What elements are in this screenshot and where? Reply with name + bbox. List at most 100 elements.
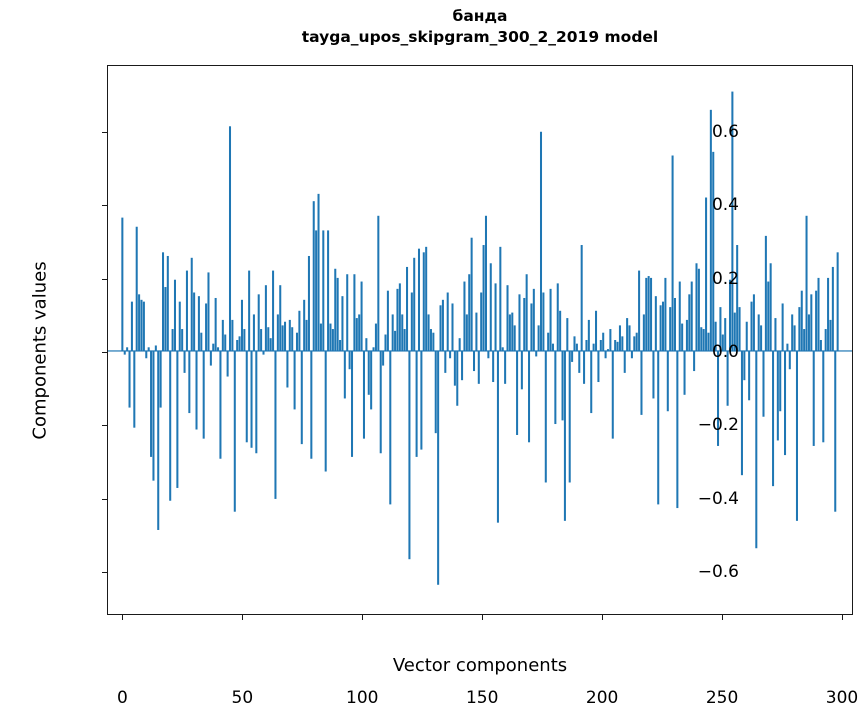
bar xyxy=(334,268,337,351)
bar xyxy=(681,323,684,351)
bar xyxy=(183,350,186,373)
bar xyxy=(429,329,432,351)
bar xyxy=(441,299,444,351)
bar xyxy=(508,314,511,351)
bar xyxy=(260,329,263,351)
bar xyxy=(451,303,454,351)
bar xyxy=(635,332,638,351)
bar xyxy=(236,340,239,351)
bar xyxy=(757,314,760,351)
bar xyxy=(231,319,234,351)
bar xyxy=(358,314,361,351)
bar xyxy=(291,327,294,351)
bar xyxy=(731,91,734,351)
bar xyxy=(233,350,236,512)
bar xyxy=(516,350,519,435)
bar xyxy=(298,310,301,351)
bar xyxy=(264,285,267,351)
bar xyxy=(717,350,720,446)
bar xyxy=(255,350,258,454)
bar xyxy=(544,350,547,483)
bar xyxy=(145,350,148,359)
bar xyxy=(420,350,423,450)
bar xyxy=(219,350,222,459)
bar xyxy=(800,290,803,351)
bar xyxy=(200,332,203,351)
bar xyxy=(336,277,339,351)
bar xyxy=(496,350,499,523)
bar-series xyxy=(108,91,852,585)
chart-title-word: банда xyxy=(452,7,508,25)
bar xyxy=(384,334,387,351)
bar xyxy=(831,266,834,351)
bar xyxy=(365,338,368,351)
bar xyxy=(518,294,521,351)
bar xyxy=(697,268,700,351)
bar xyxy=(733,312,736,351)
bar xyxy=(583,350,586,384)
bar xyxy=(791,314,794,351)
bar xyxy=(784,350,787,456)
bar xyxy=(798,307,801,351)
bar xyxy=(499,246,502,351)
bar xyxy=(374,323,377,351)
bar xyxy=(638,270,641,351)
bar xyxy=(573,336,576,351)
bar xyxy=(547,332,550,351)
y-tick-mark xyxy=(102,425,108,427)
bar xyxy=(654,296,657,351)
bar xyxy=(705,197,708,351)
bar xyxy=(623,350,626,373)
bar xyxy=(504,350,507,384)
bar xyxy=(702,329,705,351)
chart-title-model: tayga_upos_skipgram_300_2_2019 model xyxy=(301,28,659,46)
bar xyxy=(666,350,669,412)
bar xyxy=(417,248,421,351)
bar xyxy=(123,350,126,355)
y-tick-mark xyxy=(102,205,108,207)
bar xyxy=(669,307,672,351)
bar xyxy=(406,266,409,351)
bar xyxy=(281,325,284,351)
bar xyxy=(793,325,796,351)
bar xyxy=(465,314,468,351)
bar xyxy=(312,201,315,351)
bar xyxy=(355,318,358,351)
x-tick-mark xyxy=(122,614,124,620)
bar xyxy=(138,294,141,351)
bar xyxy=(748,350,751,401)
bar xyxy=(721,334,724,351)
bar xyxy=(386,290,389,351)
bar xyxy=(284,321,287,351)
x-tick-label: 300 xyxy=(825,688,859,708)
bar xyxy=(434,350,437,434)
bar xyxy=(769,263,772,351)
y-tick-mark xyxy=(102,278,108,280)
bar xyxy=(238,336,241,351)
bar xyxy=(578,350,581,373)
bar xyxy=(542,292,545,351)
bar xyxy=(147,347,150,351)
bar xyxy=(803,329,806,351)
bar xyxy=(377,215,380,351)
bar xyxy=(446,292,449,351)
bar xyxy=(252,314,255,351)
bar xyxy=(640,350,643,415)
bar xyxy=(678,281,681,351)
bar xyxy=(520,350,523,390)
bar xyxy=(477,350,480,384)
bar xyxy=(178,301,181,351)
bar xyxy=(776,350,779,441)
bar xyxy=(559,310,562,351)
bar xyxy=(626,318,629,351)
bar xyxy=(319,323,322,351)
bar xyxy=(422,252,425,351)
bar xyxy=(169,350,172,501)
bar xyxy=(561,350,564,421)
bar xyxy=(571,350,574,362)
bar xyxy=(587,319,590,351)
bar xyxy=(590,350,593,414)
bar xyxy=(671,155,674,351)
bar xyxy=(673,297,676,351)
